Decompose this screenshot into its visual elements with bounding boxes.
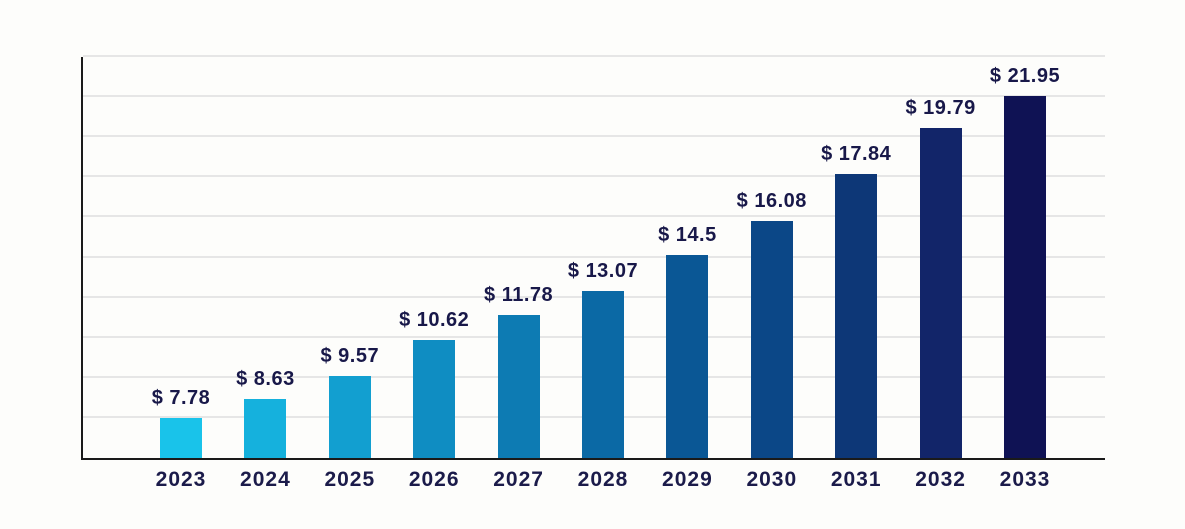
- bar-value-label-2025: $ 9.57: [320, 345, 380, 367]
- gridline: [83, 175, 1105, 178]
- x-tick-label-2024: 2024: [240, 468, 291, 491]
- gridline: [83, 215, 1105, 218]
- bar-value-label-2031: $ 17.84: [821, 143, 892, 165]
- bar-2029: [666, 255, 709, 458]
- bar-value-label-2028: $ 13.07: [567, 260, 639, 282]
- x-tick-label-2033: 2033: [999, 468, 1051, 491]
- bar-2031: [835, 174, 878, 458]
- x-tick-label-2031: 2031: [830, 468, 882, 491]
- x-axis-line: [81, 458, 1105, 460]
- gridline: [83, 255, 1105, 258]
- x-tick-label-2026: 2026: [408, 468, 460, 491]
- bar-2028: [582, 291, 624, 458]
- bar-2024: [244, 399, 287, 458]
- x-tick-label-2030: 2030: [746, 468, 798, 491]
- bar-value-label-2023: $ 7.78: [151, 387, 211, 409]
- bar-2026: [413, 340, 456, 458]
- gridline: [83, 95, 1105, 98]
- bar-2023: [160, 418, 202, 458]
- bar-value-label-2029: $ 14.5: [658, 224, 717, 246]
- bar-value-label-2026: $ 10.62: [399, 309, 470, 331]
- x-tick-label-2025: 2025: [324, 468, 376, 491]
- bar-2025: [328, 376, 371, 458]
- bar-2032: [919, 128, 962, 458]
- bar-value-label-2030: $ 16.08: [736, 190, 807, 212]
- bar-value-label-2032: $ 19.79: [905, 97, 976, 119]
- x-tick-label-2032: 2032: [915, 468, 966, 491]
- bar-2033: [1004, 96, 1046, 458]
- bar-value-label-2033: $ 21.95: [989, 65, 1061, 87]
- bar-value-label-2027: $ 11.78: [484, 284, 554, 306]
- bar-2027: [497, 315, 540, 458]
- bar-2030: [750, 221, 793, 458]
- x-tick-label-2028: 2028: [577, 468, 629, 491]
- bar-value-label-2024: $ 8.63: [236, 368, 295, 390]
- gridline: [83, 135, 1105, 138]
- x-tick-label-2023: 2023: [155, 468, 207, 491]
- plot-area: $ 7.78 $ 8.63 $ 9.57 $ 10.62 $ 11.78 $ 13.07 $…: [81, 55, 1105, 491]
- x-tick-label-2027: 2027: [493, 468, 544, 491]
- x-tick-label-2029: 2029: [662, 468, 713, 491]
- gridline: [83, 55, 1105, 57]
- y-axis-line: [81, 57, 83, 458]
